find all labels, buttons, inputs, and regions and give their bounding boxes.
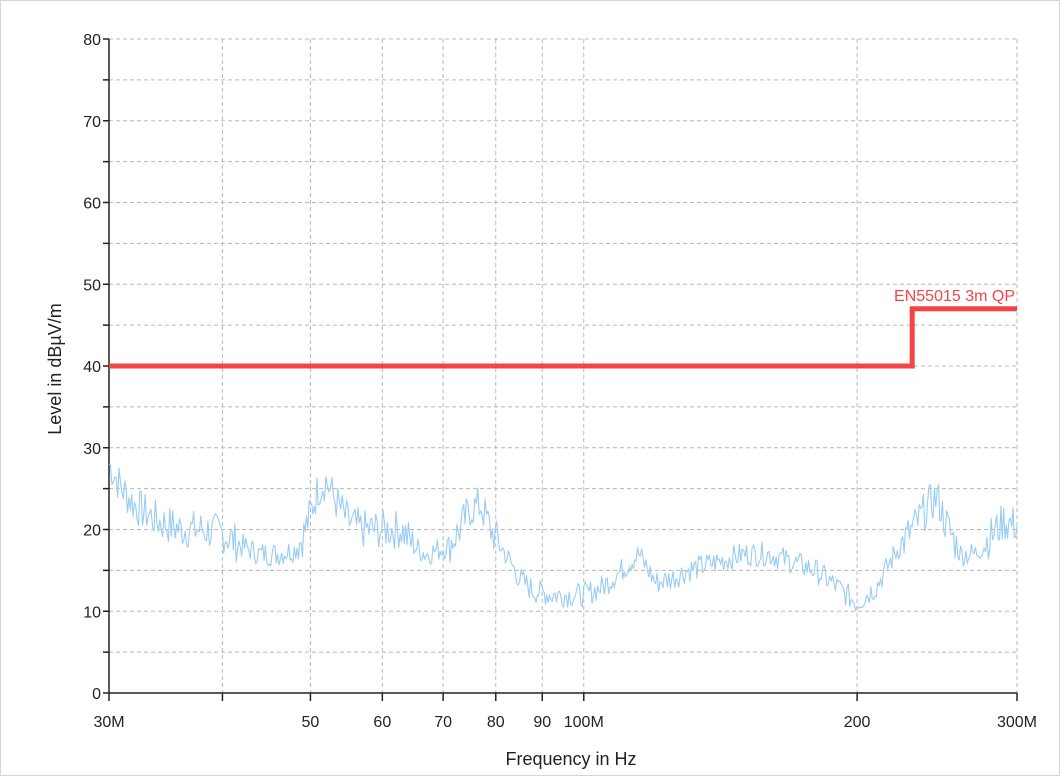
x-tick-label: 200 [844,714,871,731]
y-tick-label: 50 [83,277,101,294]
x-tick-label: 300M [997,714,1037,731]
axes [103,38,1018,701]
limit-line-label: EN55015 3m QP [894,288,1015,305]
x-tick-label: 100M [564,714,604,731]
x-tick-label: 70 [434,714,452,731]
y-tick-label: 60 [83,196,101,213]
y-tick-label: 80 [83,32,101,49]
grid [108,38,1018,694]
y-tick-label: 40 [83,359,101,376]
y-tick-label: 30 [83,441,101,458]
y-tick-label: 10 [83,604,101,621]
y-tick-label: 0 [92,686,101,703]
x-tick-label: 80 [487,714,505,731]
x-axis-title: Frequency in Hz [505,749,636,769]
x-tick-label: 90 [533,714,551,731]
x-tick-label: 60 [373,714,391,731]
limit-line [109,306,1017,369]
labels: 0 10 20 30 40 50 60 70 80 30M 50 60 70 80 90 100M 200 300… [83,32,1037,731]
x-tick-label: 30M [93,714,124,731]
x-tick-label: 50 [302,714,320,731]
y-axis-title: Level in dBµV/m [45,303,65,434]
measurement-trace [108,463,1018,612]
y-tick-label: 20 [83,523,101,540]
y-tick-label: 70 [83,114,101,131]
series [108,306,1018,612]
